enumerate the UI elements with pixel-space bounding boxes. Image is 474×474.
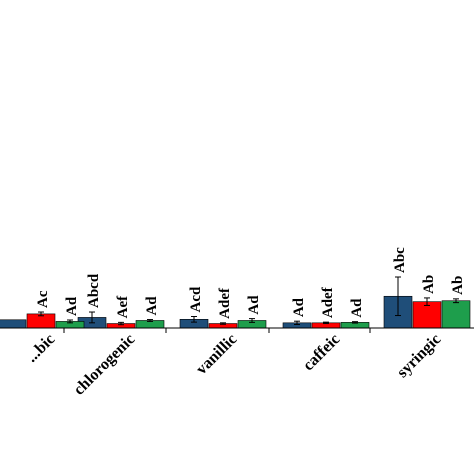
sig-label-s2-c3: Ad — [349, 298, 365, 318]
category-label-3: caffeic — [300, 331, 343, 374]
sig-label-s1-c4: Ab — [421, 275, 437, 294]
category-labels-group: ...bic chlorogenic vanillic caffeic syringic… — [23, 331, 444, 399]
sig-label-s0-c1: Abcd — [86, 273, 102, 308]
sig-label-s1-c0: Ac — [35, 290, 51, 308]
error-bar-s2-c3 — [352, 321, 358, 324]
error-bar-s1-c0 — [38, 311, 44, 317]
sig-label-s2-c1: Ad — [144, 296, 160, 316]
sig-label-s1-c1: Aef — [115, 295, 131, 318]
error-bar-s2-c2 — [249, 318, 255, 323]
bar-s2-c4 — [441, 300, 471, 329]
sig-label-s1-c2: Adef — [217, 287, 233, 319]
x-ticks-group — [63, 328, 371, 333]
sig-label-s0-c4: Abc — [392, 247, 408, 273]
error-bar-s2-c4 — [453, 298, 459, 304]
category-label-1: chlorogenic — [71, 331, 139, 399]
error-bar-s1-c3 — [323, 321, 329, 325]
sig-label-s0-c2: Acd — [188, 286, 204, 312]
significance-labels-group: Abcd Acd Ad Abc Ac Aef Adef Adef Ab Ad Ad Ad Ad Ab — [35, 247, 466, 319]
category-label-4: syringic — [394, 331, 444, 381]
error-bar-s0-c2 — [191, 315, 197, 323]
bar-s0-c0 — [0, 319, 27, 329]
error-bar-s1-c2 — [220, 322, 226, 325]
error-bar-s1-c1 — [118, 321, 124, 326]
error-bar-s2-c1 — [147, 319, 153, 322]
sig-label-s1-c3: Adef — [320, 286, 336, 318]
category-label-0: ...bic — [23, 331, 58, 366]
sig-label-s2-c2: Ad — [246, 295, 262, 315]
error-bar-s0-c3 — [294, 320, 300, 325]
error-bars-group — [38, 276, 459, 326]
sig-label-s2-c4: Ab — [450, 276, 466, 295]
sig-label-s0-c3: Ad — [291, 297, 307, 317]
sig-label-s2-c0: Ad — [64, 296, 80, 316]
error-bar-s0-c4 — [395, 276, 401, 317]
error-bar-s2-c0 — [67, 319, 73, 324]
error-bar-s0-c1 — [89, 311, 95, 324]
error-bar-s1-c4 — [424, 297, 430, 306]
category-label-2: vanillic — [193, 331, 240, 378]
